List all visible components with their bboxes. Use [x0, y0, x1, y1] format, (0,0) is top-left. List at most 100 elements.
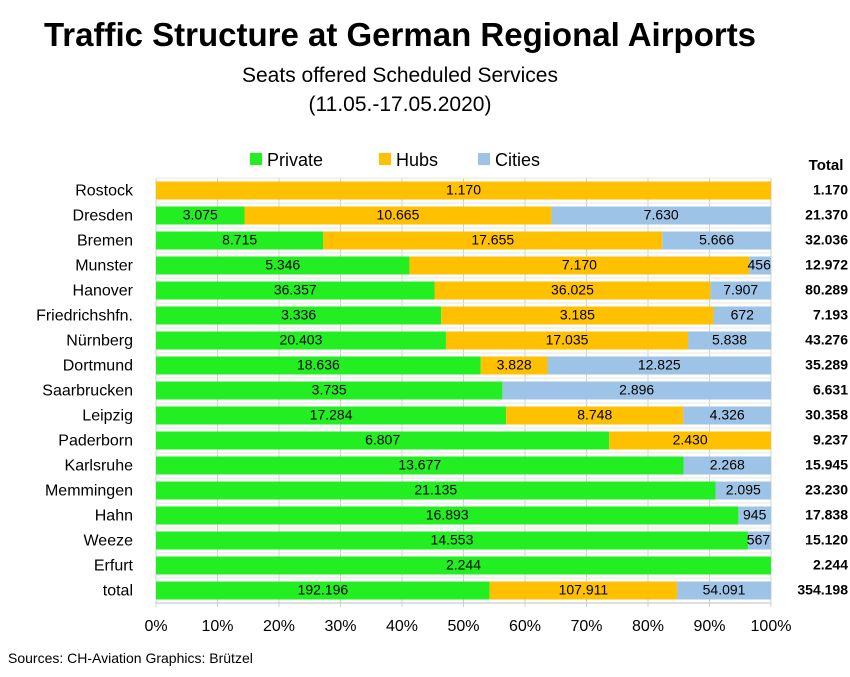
- data-label: 5.838: [712, 332, 747, 348]
- bar-segment: [156, 481, 716, 500]
- data-label: 4.326: [710, 407, 745, 423]
- bar-segment: [713, 306, 771, 325]
- legend-swatch: [250, 153, 262, 165]
- data-label: 36.357: [274, 282, 317, 298]
- category-label: Saarbrucken: [42, 383, 133, 400]
- total-label: 43.276: [805, 332, 848, 348]
- category-label: Leipzig: [82, 408, 133, 425]
- bar-segment: [677, 581, 771, 600]
- bar-segment: [156, 206, 245, 225]
- data-label: 2.095: [726, 482, 761, 498]
- bar-segment: [683, 456, 771, 475]
- data-label: 7.170: [562, 257, 597, 273]
- data-label: 14.553: [431, 532, 474, 548]
- bar-segment: [323, 231, 663, 250]
- total-label: 32.036: [805, 232, 848, 248]
- data-label: 1.170: [446, 182, 481, 198]
- total-label: 7.193: [813, 307, 848, 323]
- bar-segment: [749, 256, 771, 275]
- category-label: Friedrichshfn.: [36, 308, 133, 325]
- legend-swatch: [478, 153, 490, 165]
- bar-segment: [156, 581, 490, 600]
- data-label: 2.268: [710, 457, 745, 473]
- data-label: 36.025: [551, 282, 594, 298]
- chart-subtitle: Seats offered Scheduled Services: [242, 64, 558, 87]
- bar-segment: [244, 206, 552, 225]
- bar-segment: [683, 406, 771, 425]
- data-label: 672: [731, 307, 755, 323]
- x-tick-label: 70%: [570, 618, 602, 635]
- category-label: Munster: [75, 258, 133, 275]
- legend-label: Cities: [495, 150, 540, 170]
- x-tick-label: 100%: [751, 618, 792, 635]
- data-label: 21.135: [414, 482, 457, 498]
- bar-segment: [738, 506, 771, 525]
- category-label: Karlsruhe: [65, 458, 134, 475]
- total-label: 15.945: [805, 457, 848, 473]
- total-label: 6.631: [813, 382, 848, 398]
- total-label: 1.170: [813, 182, 848, 198]
- bar-segment: [547, 356, 771, 375]
- category-label: Rostock: [75, 183, 134, 200]
- bar-segment: [434, 281, 711, 300]
- bar-segment: [156, 431, 610, 450]
- category-label: Bremen: [77, 233, 133, 250]
- data-label: 2.244: [446, 557, 481, 573]
- chart-date-range: (11.05.-17.05.2020): [308, 93, 492, 116]
- data-label: 12.825: [638, 357, 681, 373]
- bar-segment: [409, 256, 750, 275]
- bar-segment: [156, 381, 503, 400]
- bar-segment: [156, 181, 771, 200]
- bar-segment: [747, 531, 771, 550]
- total-label: 35.289: [805, 357, 848, 373]
- bar-segment: [609, 431, 771, 450]
- bar-segment: [441, 306, 714, 325]
- data-label: 5.666: [699, 232, 734, 248]
- data-label: 192.196: [298, 582, 349, 598]
- bar-segment: [156, 306, 442, 325]
- bar-segment: [156, 281, 435, 300]
- bar-segment: [156, 256, 410, 275]
- data-label: 3.828: [497, 357, 532, 373]
- x-tick-label: 90%: [693, 618, 725, 635]
- data-label: 16.893: [426, 507, 469, 523]
- data-label: 8.715: [222, 232, 257, 248]
- data-label: 17.284: [310, 407, 353, 423]
- total-label: 354.198: [797, 582, 848, 598]
- x-tick-label: 60%: [509, 618, 541, 635]
- data-label: 7.907: [723, 282, 758, 298]
- data-label: 7.630: [644, 207, 679, 223]
- totals-header: Total: [809, 157, 844, 174]
- total-label: 15.120: [805, 532, 848, 548]
- bar-segment: [710, 281, 771, 300]
- x-tick-label: 80%: [632, 618, 664, 635]
- data-label: 18.636: [297, 357, 340, 373]
- x-tick-label: 0%: [144, 618, 167, 635]
- data-label: 107.911: [559, 582, 609, 598]
- source-note: Sources: CH-Aviation Graphics: Brützel: [8, 650, 253, 666]
- bar-segment: [480, 356, 548, 375]
- total-label: 30.358: [805, 407, 848, 423]
- data-label: 5.346: [265, 257, 300, 273]
- bar-segment: [156, 456, 684, 475]
- data-label: 54.091: [703, 582, 746, 598]
- bar-segment: [156, 356, 481, 375]
- total-label: 17.838: [805, 507, 848, 523]
- bar-segment: [551, 206, 771, 225]
- bar-segment: [156, 231, 324, 250]
- data-label: 20.403: [280, 332, 323, 348]
- data-label: 13.677: [398, 457, 441, 473]
- data-label: 17.035: [546, 332, 589, 348]
- category-label: Weeze: [83, 533, 133, 550]
- data-label: 3.336: [281, 307, 316, 323]
- category-label: Memmingen: [45, 483, 133, 500]
- chart-title: Traffic Structure at German Regional Air…: [43, 16, 757, 53]
- total-label: 80.289: [805, 282, 848, 298]
- bar-segment: [688, 331, 771, 350]
- total-label: 21.370: [805, 207, 848, 223]
- data-label: 567: [747, 532, 771, 548]
- bar-segment: [156, 406, 507, 425]
- bar-segment: [715, 481, 771, 500]
- category-label: Dortmund: [63, 358, 133, 375]
